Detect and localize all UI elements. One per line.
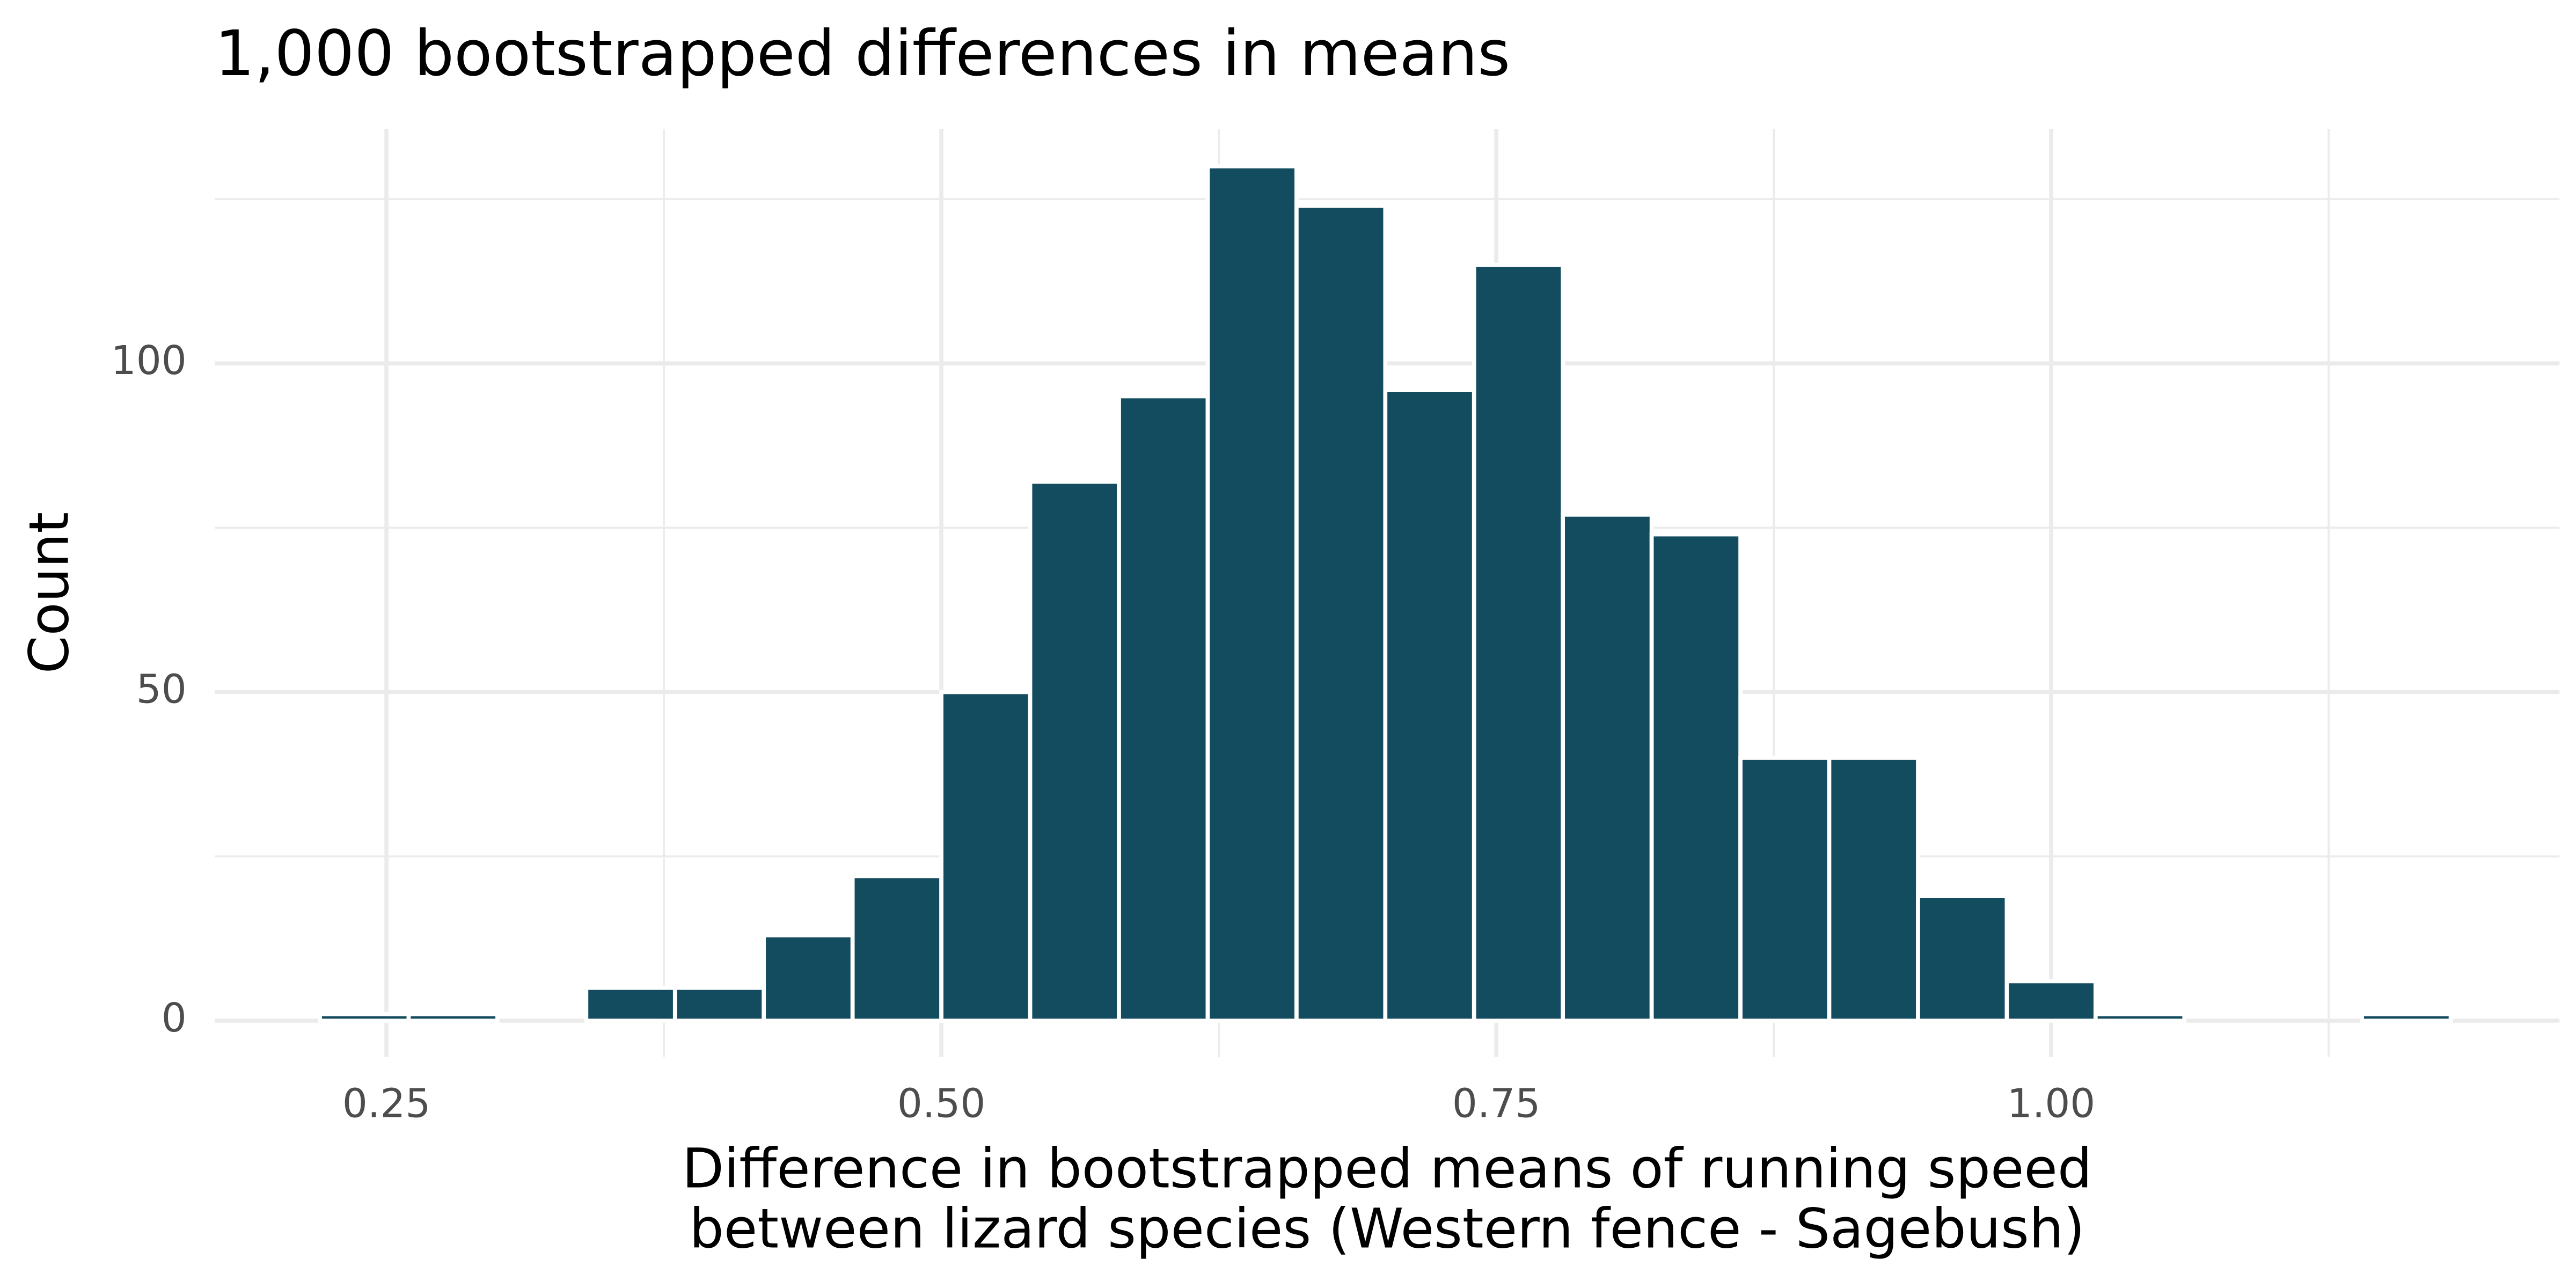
x-tick-label: 0.50 [897,1081,985,1127]
x-tick-label: 0.75 [1452,1081,1540,1127]
bar [1649,532,1743,1023]
bar [318,1012,411,1023]
bar [1472,262,1565,1023]
bar [672,985,766,1023]
x-tick-label: 0.25 [342,1081,430,1127]
bar [762,933,855,1023]
bar [2004,979,2098,1023]
bar [1561,513,1654,1023]
bar [850,874,943,1023]
bar [1294,203,1388,1023]
bar [1028,479,1121,1023]
bar [1383,387,1476,1023]
x-axis-title: Difference in bootstrapped means of runn… [682,1137,2092,1260]
y-tick-label: 50 [136,667,187,713]
y-tick-label: 100 [111,338,187,384]
bar [939,690,1033,1023]
bar [1827,756,1920,1023]
bar [1738,756,1832,1023]
bar [2360,1012,2453,1023]
bar [2093,1012,2187,1023]
y-tick-label: 0 [162,995,187,1041]
bar [1117,394,1210,1023]
x-tick-label: 1.00 [2007,1081,2095,1127]
chart-title: 1,000 bootstrapped differences in means [215,17,1510,90]
bar [1205,164,1299,1023]
y-axis-title: Count [17,512,80,674]
bar [584,985,677,1023]
bar [406,1012,500,1023]
bar [1916,894,2009,1023]
